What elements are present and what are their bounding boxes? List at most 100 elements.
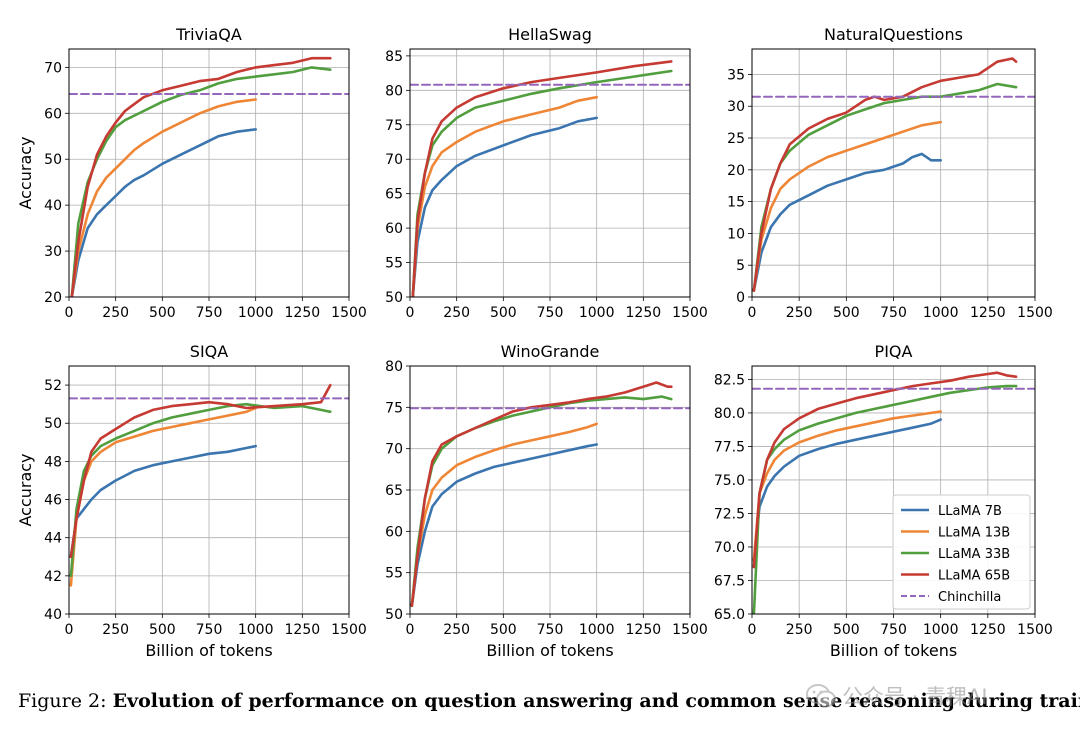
series-line-llama-7b bbox=[411, 116, 599, 297]
series-line-llama-7b bbox=[752, 418, 943, 562]
y-tick-label: 46 bbox=[44, 493, 62, 509]
y-tick-label: 44 bbox=[44, 531, 62, 547]
x-tick-label: 0 bbox=[748, 305, 757, 321]
x-tick-label: 500 bbox=[490, 622, 517, 638]
y-tick-label: 42 bbox=[44, 569, 62, 585]
legend-label: LLaMA 7B bbox=[938, 504, 1002, 519]
x-tick-label: 1000 bbox=[923, 622, 959, 638]
caption-prefix: Figure 2: bbox=[18, 690, 107, 712]
x-tick-label: 1250 bbox=[626, 622, 662, 638]
y-tick-label: 52 bbox=[44, 378, 62, 394]
y-tick-label: 10 bbox=[727, 226, 745, 242]
series-line-llama-7b bbox=[69, 444, 257, 559]
subplot-title: SIQA bbox=[190, 342, 228, 361]
x-tick-label: 0 bbox=[406, 622, 415, 638]
x-tick-label: 1000 bbox=[579, 305, 615, 321]
series-line-llama-65b bbox=[410, 381, 673, 608]
x-tick-label: 250 bbox=[786, 305, 813, 321]
y-tick-label: 50 bbox=[44, 152, 62, 168]
series-line-llama-7b bbox=[410, 443, 599, 608]
y-tick-label: 72.5 bbox=[714, 506, 745, 522]
series-group bbox=[410, 381, 690, 608]
x-tick-label: 1500 bbox=[331, 305, 367, 321]
x-tick-label: 1500 bbox=[1017, 305, 1053, 321]
x-tick-label: 0 bbox=[65, 622, 74, 638]
subplot-title: WinoGrande bbox=[501, 342, 600, 361]
series-line-llama-65b bbox=[411, 60, 673, 297]
subplot-0: 0 250 500 750 1000 1250 1500 20 30 40 50 60 70 Trivia… bbox=[16, 25, 367, 321]
series-line-llama-65b bbox=[752, 371, 1018, 569]
series-line-llama-33b bbox=[752, 82, 1018, 292]
y-tick-label: 50 bbox=[44, 416, 62, 432]
x-axis-label: Billion of tokens bbox=[830, 641, 957, 660]
axes-frame bbox=[68, 365, 350, 615]
y-tick-label: 25 bbox=[727, 131, 745, 147]
x-tick-label: 750 bbox=[196, 622, 223, 638]
series-line-llama-7b bbox=[752, 152, 943, 292]
subplot-5: 0 250 500 750 1000 1250 1500 65.0 67.5 70.0 72.5 75… bbox=[714, 342, 1053, 660]
x-tick-label: 1000 bbox=[238, 622, 274, 638]
y-tick-label: 15 bbox=[727, 195, 745, 211]
y-tick-label: 65 bbox=[385, 187, 403, 203]
x-tick-label: 500 bbox=[490, 305, 517, 321]
y-tick-label: 60 bbox=[385, 221, 403, 237]
x-tick-label: 750 bbox=[537, 305, 564, 321]
y-tick-label: 70 bbox=[385, 442, 403, 458]
x-tick-label: 1000 bbox=[923, 305, 959, 321]
x-tick-label: 1500 bbox=[331, 622, 367, 638]
series-line-llama-33b bbox=[411, 69, 673, 297]
axes-frame bbox=[409, 365, 691, 615]
series-line-llama-33b bbox=[69, 402, 332, 578]
y-tick-label: 40 bbox=[44, 607, 62, 623]
x-tick-label: 250 bbox=[102, 622, 129, 638]
y-tick-label: 50 bbox=[385, 290, 403, 306]
series-group bbox=[752, 371, 1035, 614]
series-line-llama-7b bbox=[70, 128, 257, 297]
x-tick-label: 500 bbox=[833, 305, 860, 321]
y-axis-label: Accuracy bbox=[16, 453, 35, 526]
figure-caption: Figure 2: Evolution of performance on qu… bbox=[18, 690, 1080, 712]
x-axis-label: Billion of tokens bbox=[486, 641, 613, 660]
y-tick-label: 75 bbox=[385, 118, 403, 134]
x-tick-label: 1000 bbox=[579, 622, 615, 638]
y-tick-label: 30 bbox=[727, 99, 745, 115]
subplot-title: HellaSwag bbox=[508, 25, 592, 44]
subplot-title: PIQA bbox=[875, 342, 913, 361]
subplot-1: 0 250 500 750 1000 1250 1500 50 55 60 65 70 75 80 85 He… bbox=[385, 25, 708, 321]
legend-label: LLaMA 65B bbox=[938, 569, 1010, 584]
x-tick-label: 250 bbox=[102, 305, 129, 321]
y-tick-label: 85 bbox=[385, 49, 403, 65]
watermark-text: 公众号 · 青稞AI bbox=[842, 685, 988, 709]
y-tick-label: 70 bbox=[44, 60, 62, 76]
legend-label: LLaMA 33B bbox=[938, 547, 1010, 562]
series-line-llama-65b bbox=[70, 56, 332, 297]
y-tick-label: 20 bbox=[727, 163, 745, 179]
series-group bbox=[69, 383, 349, 587]
series-group bbox=[752, 57, 1035, 292]
series-line-llama-65b bbox=[69, 383, 332, 559]
x-tick-label: 1250 bbox=[285, 622, 321, 638]
y-tick-label: 70 bbox=[385, 152, 403, 168]
y-tick-label: 67.5 bbox=[714, 573, 745, 589]
y-tick-label: 77.5 bbox=[714, 439, 745, 455]
x-tick-label: 500 bbox=[149, 622, 176, 638]
legend-label: LLaMA 13B bbox=[938, 526, 1010, 541]
y-tick-label: 65 bbox=[385, 483, 403, 499]
y-axis-label: Accuracy bbox=[16, 136, 35, 209]
x-tick-label: 1250 bbox=[970, 305, 1006, 321]
y-tick-label: 50 bbox=[385, 607, 403, 623]
y-tick-label: 70.0 bbox=[714, 540, 745, 556]
y-tick-label: 0 bbox=[736, 290, 745, 306]
y-tick-label: 60 bbox=[44, 106, 62, 122]
y-tick-label: 75 bbox=[385, 400, 403, 416]
y-tick-label: 20 bbox=[44, 290, 62, 306]
x-tick-label: 1250 bbox=[285, 305, 321, 321]
x-tick-label: 750 bbox=[537, 622, 564, 638]
y-tick-label: 60 bbox=[385, 524, 403, 540]
series-line-llama-13b bbox=[752, 410, 943, 562]
axes-frame bbox=[409, 48, 691, 298]
x-tick-label: 0 bbox=[65, 305, 74, 321]
legend-box bbox=[892, 494, 1031, 610]
x-tick-label: 500 bbox=[149, 305, 176, 321]
x-tick-label: 500 bbox=[833, 622, 860, 638]
